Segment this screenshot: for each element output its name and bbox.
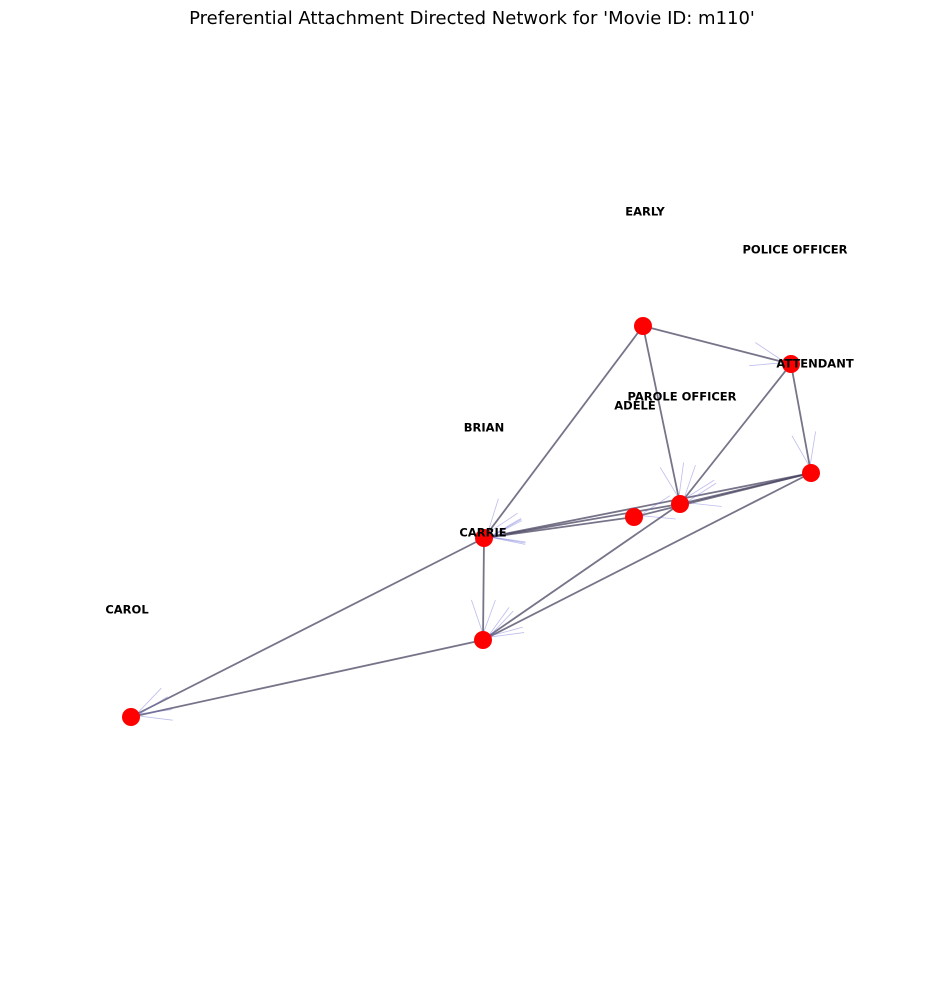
edge-police-officer-to-brian: [482, 472, 812, 641]
node-police-officer: [802, 464, 820, 482]
edge-early-to-attendant: [642, 325, 792, 365]
node-adele: [671, 495, 689, 513]
node-label-attendant: ATTENDANT: [776, 357, 854, 371]
edge-police-officer-to-parole-officer: [633, 472, 812, 518]
node-label-brian: BRIAN: [464, 421, 504, 435]
node-label-carol: CAROL: [105, 603, 149, 617]
edge-parole-officer-to-carrie: [483, 516, 635, 539]
node-label-early: EARLY: [625, 205, 665, 219]
node-attendant: [782, 355, 800, 373]
edge-attendant-to-adele: [679, 363, 792, 505]
node-carrie: [475, 529, 493, 547]
node-label-adele: ADELE: [614, 399, 656, 413]
edge-early-to-adele: [642, 325, 681, 505]
node-label-carrie: CARRIE: [459, 526, 506, 540]
edge-early-to-carrie: [483, 325, 644, 539]
edge-carrie-to-brian: [482, 537, 485, 641]
label-layer: EARLY ATTENDANT POLICE OFFICER ADELEPAROLE …: [105, 205, 853, 617]
edge-adele-to-carrie: [483, 503, 681, 539]
node-early: [634, 317, 652, 335]
arrowhead: [135, 687, 173, 715]
node-carol: [122, 708, 140, 726]
node-label-police-officer: POLICE OFFICER: [742, 243, 847, 257]
edge-adele-to-brian: [482, 503, 681, 641]
edge-layer: [130, 325, 812, 718]
diagram-title: Preferential Attachment Directed Network…: [189, 8, 755, 29]
node-label-parole-officer: PAROLE OFFICER: [627, 390, 736, 404]
edge-attendant-to-police-officer: [790, 363, 812, 474]
edge-police-officer-to-carrie: [483, 472, 812, 539]
edge-carrie-to-carol: [130, 537, 485, 718]
node-parole-officer: [625, 508, 643, 526]
node-brian: [474, 631, 492, 649]
edge-brian-to-carol: [130, 639, 484, 718]
node-layer: [122, 317, 820, 726]
